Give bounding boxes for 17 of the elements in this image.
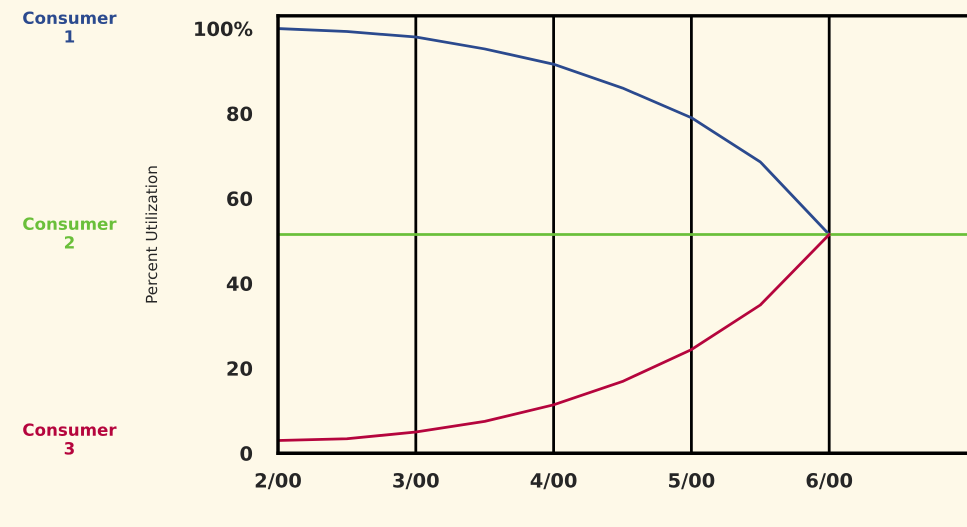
- line-series: [278, 233, 831, 442]
- text: Consumer 1: [23, 11, 117, 42]
- x-tick-label: 3/00: [393, 473, 439, 490]
- y-tick-label: 100%: [195, 22, 252, 36]
- y-tick-label: 80: [227, 106, 252, 122]
- text: Consumer 3: [23, 423, 117, 455]
- text: Consumer 2: [23, 217, 117, 248]
- x-tick-label: 6/00: [806, 473, 852, 490]
- y-tick-label: 60: [227, 191, 252, 206]
- line-series: [278, 27, 831, 236]
- y-tick-label: 40: [226, 276, 252, 292]
- y-tick-label: 0: [240, 446, 252, 461]
- x-tick-label: 4/00: [530, 473, 577, 490]
- x-tick-label: 5/00: [669, 473, 714, 490]
- y-axis-title: Percent Utilization: [145, 166, 158, 302]
- x-tick-label: 2/00: [256, 473, 301, 490]
- y-tick-label: 20: [227, 361, 252, 376]
